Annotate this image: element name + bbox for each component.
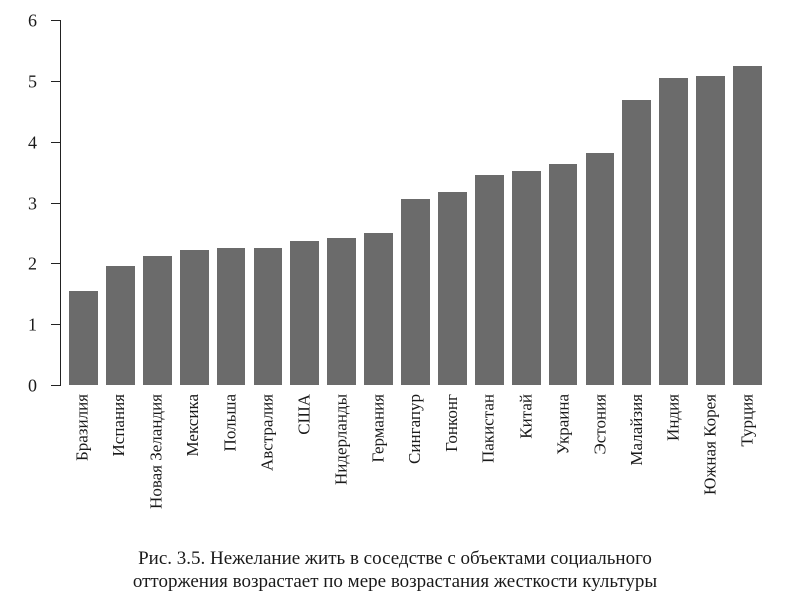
- bar-slot: [323, 20, 360, 385]
- x-axis-label: Гонконг: [442, 394, 462, 452]
- x-axis-label: Нидерланды: [331, 394, 351, 485]
- bar: [475, 175, 504, 385]
- bar: [106, 266, 135, 385]
- x-axis-label: Южная Корея: [701, 394, 721, 495]
- bar-slot: [102, 20, 139, 385]
- x-axis-label: Польша: [220, 394, 240, 451]
- caption-line-1: Рис. 3.5. Нежелание жить в соседстве с о…: [138, 548, 652, 569]
- x-axis-label: Индия: [664, 394, 684, 441]
- bar: [586, 153, 615, 385]
- bar: [180, 250, 209, 385]
- bar-slot: [729, 20, 766, 385]
- x-axis-label: Австралия: [257, 394, 277, 471]
- x-axis-label: Пакистан: [479, 394, 499, 463]
- bar-slot: [545, 20, 582, 385]
- bar: [659, 78, 688, 385]
- bar-slot: [249, 20, 286, 385]
- x-axis-label: Новая Зеландия: [146, 394, 166, 509]
- x-axis-label: Бразилия: [72, 394, 92, 461]
- y-tick-label: 5: [28, 71, 37, 92]
- bar: [512, 171, 541, 385]
- bar: [143, 256, 172, 385]
- bar-slot: [618, 20, 655, 385]
- caption-line-2: отторжения возрастает по мере возрастани…: [133, 571, 657, 592]
- x-axis-label: Малайзия: [627, 394, 647, 466]
- bar-slot: [397, 20, 434, 385]
- x-axis-label: Сингапур: [405, 394, 425, 464]
- bar-slot: [508, 20, 545, 385]
- x-axis-label: Китай: [516, 394, 536, 439]
- x-axis-label: Украина: [553, 394, 573, 455]
- y-tick-label: 0: [28, 376, 37, 397]
- y-tick: 1: [51, 324, 61, 325]
- bar: [364, 233, 393, 385]
- x-axis-label: Мексика: [183, 394, 203, 456]
- figure-caption: Рис. 3.5. Нежелание жить в соседстве с о…: [0, 547, 790, 595]
- y-tick-label: 1: [28, 315, 37, 336]
- bars-group: [61, 20, 770, 385]
- y-tick: 2: [51, 263, 61, 264]
- x-axis-label: Испания: [109, 394, 129, 456]
- bar-slot: [139, 20, 176, 385]
- bar: [69, 291, 98, 385]
- y-tick: 3: [51, 203, 61, 204]
- bar: [549, 164, 578, 385]
- bar-slot: [655, 20, 692, 385]
- bar-slot: [434, 20, 471, 385]
- x-axis-label: США: [294, 394, 314, 435]
- bar: [733, 66, 762, 385]
- y-tick: 5: [51, 81, 61, 82]
- bar-slot: [471, 20, 508, 385]
- bar: [622, 100, 651, 385]
- y-tick-label: 2: [28, 254, 37, 275]
- x-axis-label: Германия: [368, 394, 388, 463]
- bar-chart: 0123456 БразилияИспанияНовая ЗеландияМек…: [20, 10, 780, 450]
- bar-slot: [213, 20, 250, 385]
- bar: [696, 76, 725, 385]
- bar: [217, 248, 246, 385]
- bar-slot: [581, 20, 618, 385]
- x-axis-label: Эстония: [590, 394, 610, 455]
- plot-area: 0123456: [60, 20, 770, 385]
- y-tick-label: 4: [28, 132, 37, 153]
- x-axis-label: Турция: [738, 394, 758, 447]
- bar: [438, 192, 467, 385]
- y-tick: 6: [51, 20, 61, 21]
- bar-slot: [65, 20, 102, 385]
- bar: [254, 248, 283, 385]
- bar-slot: [360, 20, 397, 385]
- y-tick-label: 6: [28, 11, 37, 32]
- bar: [290, 241, 319, 385]
- bar-slot: [692, 20, 729, 385]
- y-tick-label: 3: [28, 193, 37, 214]
- bar: [327, 238, 356, 385]
- bar-slot: [176, 20, 213, 385]
- y-tick: 0: [51, 385, 61, 386]
- bar: [401, 199, 430, 385]
- y-tick: 4: [51, 142, 61, 143]
- bar-slot: [286, 20, 323, 385]
